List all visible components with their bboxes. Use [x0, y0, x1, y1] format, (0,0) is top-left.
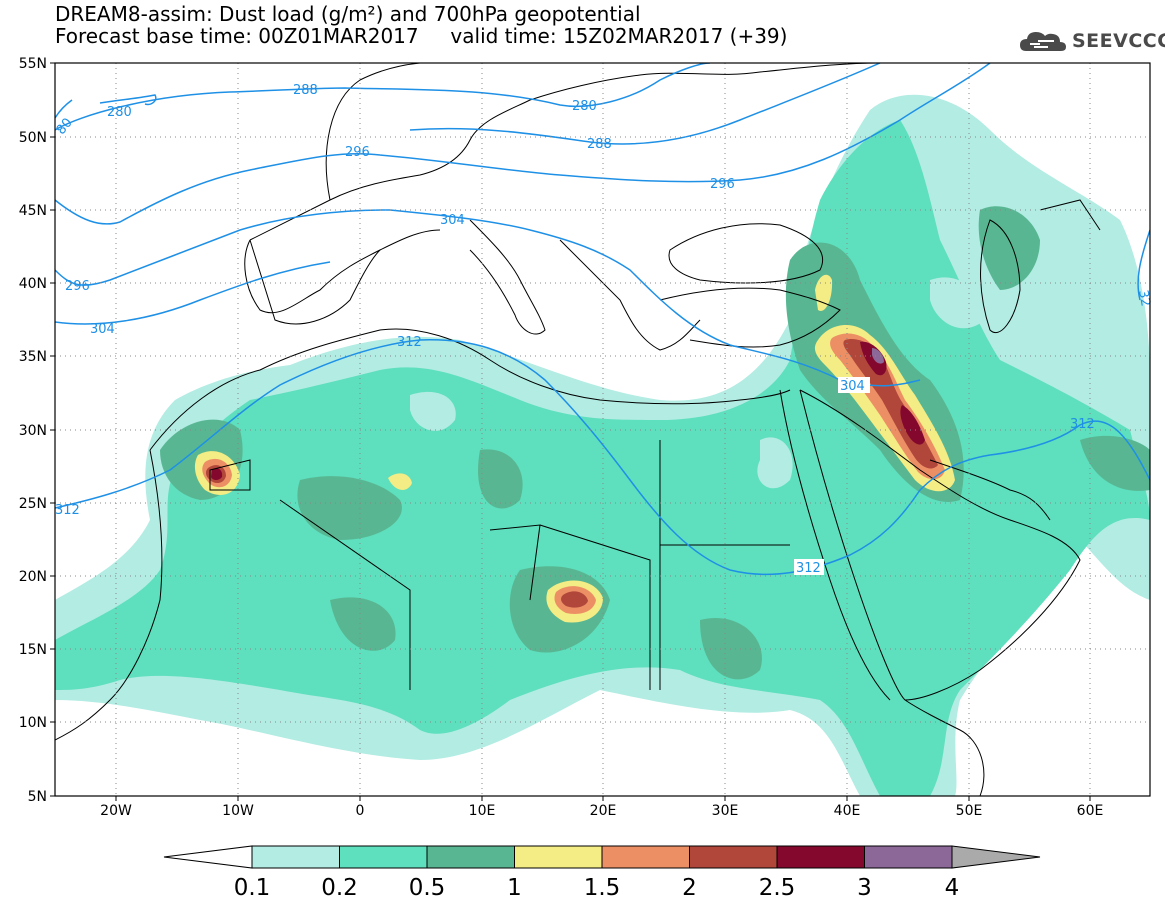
lat-label: 30N [19, 423, 47, 439]
colorbar-under-triangle [163, 845, 253, 869]
lat-label: 5N [28, 789, 47, 805]
map-title-line-1: DREAM8-assim: Dust load (g/m²) and 700hP… [55, 2, 641, 26]
contour-label: 312 [1070, 417, 1095, 432]
lon-label: 50E [956, 803, 983, 819]
latitude-axis: 55N 50N 45N 40N 35N 30N 25N 20N 15N 10N … [19, 56, 55, 805]
contour-280-west [99, 94, 157, 106]
geopotential-contours [55, 63, 1150, 576]
lon-label: 20E [590, 803, 617, 819]
logo-text: SEEVCCC [1072, 30, 1165, 52]
colorbar-segment [864, 845, 953, 869]
contour-312 [55, 339, 1150, 576]
lat-label: 55N [19, 56, 47, 72]
contour-label: 304 [840, 379, 865, 394]
longitude-axis: 20W 10W 0 10E 20E 30E 40E 50E 60E [100, 796, 1103, 819]
dust-layer-darkred [211, 341, 925, 480]
colorbar-segment [601, 845, 690, 869]
lat-label: 15N [19, 642, 47, 658]
contour-label: 312 [55, 503, 80, 518]
colorbar-label: 1 [507, 875, 522, 901]
lon-label: 60E [1077, 803, 1104, 819]
lat-label: 20N [19, 569, 47, 585]
colorbar-label: 4 [945, 875, 960, 901]
colorbar-label: 2.5 [759, 875, 796, 901]
contour-label: 296 [65, 279, 90, 294]
colorbar-label: 0.5 [409, 875, 446, 901]
colorbar-label: 1.5 [584, 875, 621, 901]
colorbar-segment [251, 845, 340, 869]
lat-label: 35N [19, 349, 47, 365]
colorbar-segment [339, 845, 428, 869]
colorbar-segment [426, 845, 515, 869]
colorbar-label: 3 [857, 875, 872, 901]
contour-304-b [55, 261, 331, 325]
contour-label: 304 [440, 213, 465, 228]
colorbar: 0.1 0.2 0.5 1 1.5 2 2.5 3 4 [163, 845, 1041, 901]
lat-label: 10N [19, 715, 47, 731]
contour-label: 304 [90, 322, 115, 337]
lat-label: 25N [19, 496, 47, 512]
contour-label: 280 [572, 99, 597, 114]
seevccc-logo: SEEVCCC [1018, 26, 1165, 56]
lon-label: 10E [469, 803, 496, 819]
contour-label: 312 [796, 561, 821, 576]
colorbar-over-triangle [951, 845, 1041, 869]
colorbar-label: 0.1 [234, 875, 271, 901]
lon-label: 30E [712, 803, 739, 819]
contour-288-west [55, 63, 711, 131]
contour-label: 288 [293, 83, 318, 98]
contour-label: 280 [107, 105, 132, 120]
colorbar-label: 0.2 [321, 875, 358, 901]
contour-labels: 280 288 280 288 296 296 304 296 304 312 … [54, 83, 1153, 576]
colorbar-segment [776, 845, 865, 869]
colorbar-segment [689, 845, 778, 869]
contour-label: 32 [1135, 289, 1153, 308]
lon-label: 0 [356, 803, 365, 819]
contour-32 [1137, 229, 1150, 301]
lat-label: 45N [19, 203, 47, 219]
coastlines [55, 63, 1101, 796]
contour-80 [55, 99, 73, 119]
contour-label: 312 [397, 335, 422, 350]
contour-304 [55, 209, 921, 387]
map-gridlines [55, 63, 1150, 796]
contour-label: 288 [587, 137, 612, 152]
lon-label: 40E [834, 803, 861, 819]
contour-label: 296 [345, 145, 370, 160]
map-title-line-2: Forecast base time: 00Z01MAR2017 valid t… [55, 24, 788, 48]
colorbar-segment [514, 845, 603, 869]
lon-label: 10W [222, 803, 254, 819]
lat-label: 50N [19, 130, 47, 146]
contour-296 [55, 63, 991, 225]
cloud-logo-icon [1020, 32, 1066, 51]
lon-label: 20W [100, 803, 132, 819]
contour-288-mid [409, 63, 881, 145]
colorbar-label: 2 [682, 875, 697, 901]
contour-label: 296 [710, 177, 735, 192]
lat-label: 40N [19, 276, 47, 292]
